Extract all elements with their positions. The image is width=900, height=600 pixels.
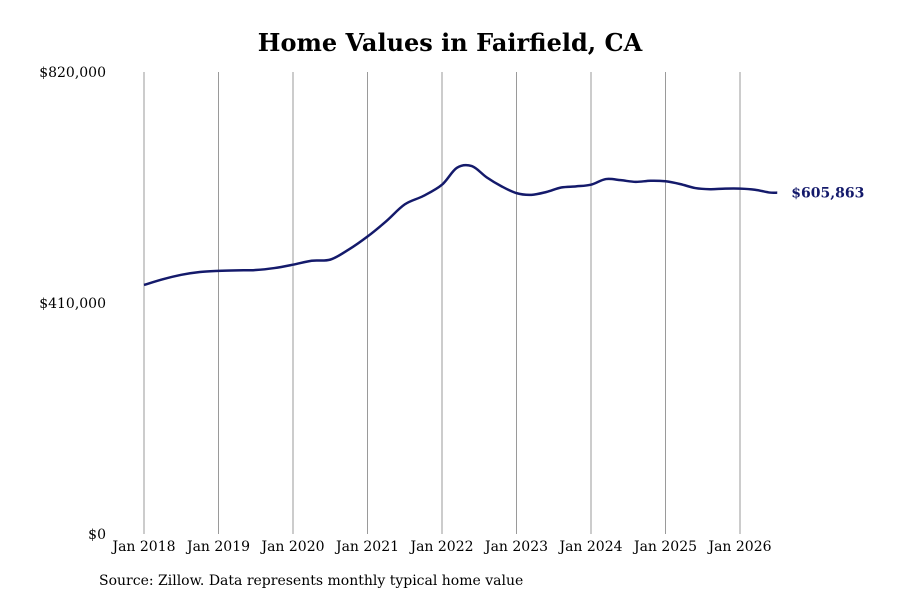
x-tick-label: Jan 2020 <box>259 539 324 555</box>
source-note: Source: Zillow. Data represents monthly … <box>99 573 524 589</box>
x-tick-label: Jan 2019 <box>185 539 250 555</box>
y-tick-label: $820,000 <box>39 65 106 81</box>
x-tick-label: Jan 2022 <box>408 539 473 555</box>
end-value-label: $605,863 <box>791 186 864 202</box>
y-tick-label: $410,000 <box>39 296 106 312</box>
x-tick-label: Jan 2024 <box>557 539 622 555</box>
x-axis-ticks: Jan 2018 Jan 2019 Jan 2020 Jan 2021 Jan 2022… <box>110 539 771 555</box>
chart-title: Home Values in Fairfield, CA <box>257 28 643 57</box>
series-line-0 <box>143 163 778 287</box>
x-tick-label: Jan 2021 <box>334 539 399 555</box>
y-axis-ticks: $0 $410,000 $820,000 <box>39 65 106 543</box>
grid-layer <box>143 72 741 534</box>
x-tick-label: Jan 2025 <box>632 539 697 555</box>
x-tick-label: Jan 2018 <box>110 539 175 555</box>
series-layer <box>143 163 778 287</box>
x-tick-label: Jan 2026 <box>706 539 771 555</box>
x-tick-label: Jan 2023 <box>483 539 548 555</box>
y-tick-label: $0 <box>88 527 106 543</box>
